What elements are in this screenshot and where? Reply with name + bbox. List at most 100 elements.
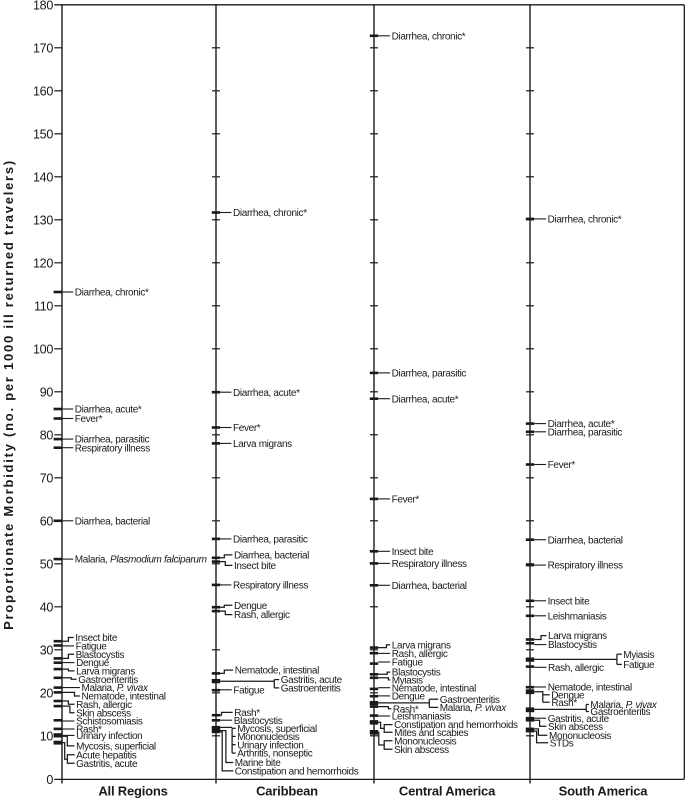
svg-text:Diarrhea, parasitic: Diarrhea, parasitic bbox=[548, 427, 623, 438]
svg-text:Respiratory illness: Respiratory illness bbox=[233, 581, 308, 592]
svg-text:Dengue: Dengue bbox=[234, 601, 268, 612]
svg-text:Diarrhea, parasitic: Diarrhea, parasitic bbox=[233, 535, 308, 546]
svg-text:Constipation and hemorrhoids: Constipation and hemorrhoids bbox=[235, 767, 359, 778]
svg-text:20: 20 bbox=[40, 686, 54, 700]
svg-text:Dengue: Dengue bbox=[76, 658, 110, 669]
svg-text:Fever*: Fever* bbox=[548, 460, 576, 471]
svg-text:Rash, allergic: Rash, allergic bbox=[392, 649, 448, 660]
svg-text:Mycosis, superficial: Mycosis, superficial bbox=[237, 724, 317, 735]
svg-text:Malaria, Plasmodium falciparum: Malaria, Plasmodium falciparum bbox=[75, 555, 207, 566]
svg-text:Fatigue: Fatigue bbox=[233, 685, 265, 696]
svg-text:Leishmaniasis: Leishmaniasis bbox=[548, 611, 607, 622]
svg-text:Diarrhea, acute*: Diarrhea, acute* bbox=[233, 388, 300, 399]
svg-text:Blastocystis: Blastocystis bbox=[76, 650, 125, 661]
svg-text:Rash*: Rash* bbox=[551, 698, 577, 709]
svg-text:Diarrhea, bacterial: Diarrhea, bacterial bbox=[75, 516, 150, 527]
svg-text:Diarrhea, bacterial: Diarrhea, bacterial bbox=[548, 535, 623, 546]
svg-text:Gastroenteritis: Gastroenteritis bbox=[440, 695, 500, 706]
svg-text:Diarrhea, parasitic: Diarrhea, parasitic bbox=[392, 369, 467, 380]
svg-text:Mites and scabies: Mites and scabies bbox=[394, 728, 468, 739]
svg-text:Nematode, intestinal: Nematode, intestinal bbox=[548, 683, 632, 694]
svg-text:Skin abscess: Skin abscess bbox=[76, 708, 131, 719]
svg-text:Dengue: Dengue bbox=[551, 690, 585, 701]
svg-text:Gastritis, acute: Gastritis, acute bbox=[76, 759, 138, 770]
svg-text:Gastroenteritis: Gastroenteritis bbox=[78, 675, 138, 686]
svg-text:10: 10 bbox=[40, 729, 54, 743]
svg-text:120: 120 bbox=[33, 256, 53, 270]
svg-text:Respiratory illness: Respiratory illness bbox=[392, 559, 467, 570]
svg-text:Fatigue: Fatigue bbox=[623, 660, 655, 671]
svg-text:70: 70 bbox=[40, 471, 54, 485]
svg-text:Larva migrans: Larva migrans bbox=[76, 667, 135, 678]
svg-text:100: 100 bbox=[33, 342, 53, 356]
svg-text:Rash*: Rash* bbox=[393, 704, 419, 715]
svg-text:Blastocystis: Blastocystis bbox=[234, 716, 283, 727]
svg-text:30: 30 bbox=[40, 643, 54, 657]
svg-text:Malaria, P. vivax: Malaria, P. vivax bbox=[440, 703, 507, 714]
svg-text:Blastocystis: Blastocystis bbox=[392, 668, 441, 679]
svg-text:170: 170 bbox=[33, 41, 53, 55]
svg-text:Schistosomiasis: Schistosomiasis bbox=[76, 717, 143, 728]
svg-text:50: 50 bbox=[40, 557, 54, 571]
svg-text:Fever*: Fever* bbox=[75, 414, 103, 425]
svg-text:Insect bite: Insect bite bbox=[234, 561, 277, 572]
svg-text:South America: South America bbox=[559, 783, 649, 798]
svg-text:Urinary infection: Urinary infection bbox=[237, 740, 303, 751]
svg-text:Diarrhea, acute*: Diarrhea, acute* bbox=[75, 405, 142, 416]
svg-text:Arthritis, nonseptic: Arthritis, nonseptic bbox=[237, 749, 313, 760]
svg-text:All Regions: All Regions bbox=[98, 783, 167, 798]
svg-text:Gastroenteritis: Gastroenteritis bbox=[590, 707, 650, 718]
svg-text:Mycosis, superficial: Mycosis, superficial bbox=[76, 742, 156, 753]
svg-text:180: 180 bbox=[33, 0, 53, 12]
svg-text:Insect bite: Insect bite bbox=[75, 633, 118, 644]
svg-text:Nematode, intestinal: Nematode, intestinal bbox=[235, 666, 319, 677]
svg-text:Proportionate Morbidity (no. p: Proportionate Morbidity (no. per 1000 il… bbox=[1, 159, 16, 630]
svg-text:Gastroenteritis: Gastroenteritis bbox=[281, 684, 341, 695]
svg-text:Caribbean: Caribbean bbox=[256, 783, 318, 798]
svg-text:Fever*: Fever* bbox=[233, 423, 261, 434]
svg-text:Diarrhea, chronic*: Diarrhea, chronic* bbox=[392, 31, 466, 42]
svg-text:60: 60 bbox=[40, 514, 54, 528]
svg-text:Diarrhea, chronic*: Diarrhea, chronic* bbox=[75, 288, 149, 299]
svg-text:160: 160 bbox=[33, 84, 53, 98]
svg-text:Rash*: Rash* bbox=[76, 725, 102, 736]
svg-text:Respiratory illness: Respiratory illness bbox=[75, 443, 150, 454]
svg-text:90: 90 bbox=[40, 385, 54, 399]
svg-text:Mononucleosis: Mononucleosis bbox=[394, 736, 457, 747]
svg-text:Gastritis, acute: Gastritis, acute bbox=[548, 714, 610, 725]
svg-text:Diarrhea, chronic*: Diarrhea, chronic* bbox=[548, 215, 622, 226]
svg-text:Blastocystis: Blastocystis bbox=[548, 640, 597, 651]
svg-text:Insect bite: Insect bite bbox=[548, 596, 591, 607]
svg-text:Fatigue: Fatigue bbox=[76, 642, 108, 653]
svg-text:40: 40 bbox=[40, 600, 54, 614]
svg-text:Diarrhea, bacterial: Diarrhea, bacterial bbox=[234, 551, 309, 562]
svg-text:Nematode, intestinal: Nematode, intestinal bbox=[392, 683, 476, 694]
svg-text:Diarrhea, parasitic: Diarrhea, parasitic bbox=[75, 435, 150, 446]
svg-text:Rash*: Rash* bbox=[234, 708, 260, 719]
svg-text:Insect bite: Insect bite bbox=[392, 547, 435, 558]
svg-text:Mononucleosis: Mononucleosis bbox=[549, 731, 612, 742]
svg-text:Myiasis: Myiasis bbox=[623, 650, 654, 661]
svg-text:Fever*: Fever* bbox=[392, 495, 420, 506]
svg-text:Larva migrans: Larva migrans bbox=[233, 439, 292, 450]
svg-text:Acute hepatitis: Acute hepatitis bbox=[76, 750, 137, 761]
svg-text:Central America: Central America bbox=[399, 783, 496, 798]
svg-text:Diarrhea, chronic*: Diarrhea, chronic* bbox=[233, 208, 307, 219]
svg-text:Fatigue: Fatigue bbox=[392, 658, 424, 669]
svg-text:Nematode, intestinal: Nematode, intestinal bbox=[82, 692, 166, 703]
svg-text:Urinary infection: Urinary infection bbox=[76, 731, 142, 742]
svg-text:Skin abscess: Skin abscess bbox=[548, 722, 603, 733]
svg-text:0: 0 bbox=[46, 773, 53, 787]
svg-text:Dengue: Dengue bbox=[392, 692, 426, 703]
svg-text:Constipation and hemorrhoids: Constipation and hemorrhoids bbox=[394, 720, 518, 731]
svg-text:Rash, allergic: Rash, allergic bbox=[76, 700, 132, 711]
svg-text:Rash, allergic: Rash, allergic bbox=[548, 663, 604, 674]
svg-text:Diarrhea, acute*: Diarrhea, acute* bbox=[548, 419, 615, 430]
svg-text:Myiasis: Myiasis bbox=[392, 676, 423, 687]
svg-text:Respiratory illness: Respiratory illness bbox=[548, 561, 623, 572]
svg-text:140: 140 bbox=[33, 170, 53, 184]
svg-text:Malaria, P. vivax: Malaria, P. vivax bbox=[82, 683, 149, 694]
svg-text:Skin abscess: Skin abscess bbox=[394, 745, 449, 756]
svg-text:Larva migrans: Larva migrans bbox=[548, 631, 607, 642]
svg-text:Malaria, P. vivax: Malaria, P. vivax bbox=[590, 700, 657, 711]
